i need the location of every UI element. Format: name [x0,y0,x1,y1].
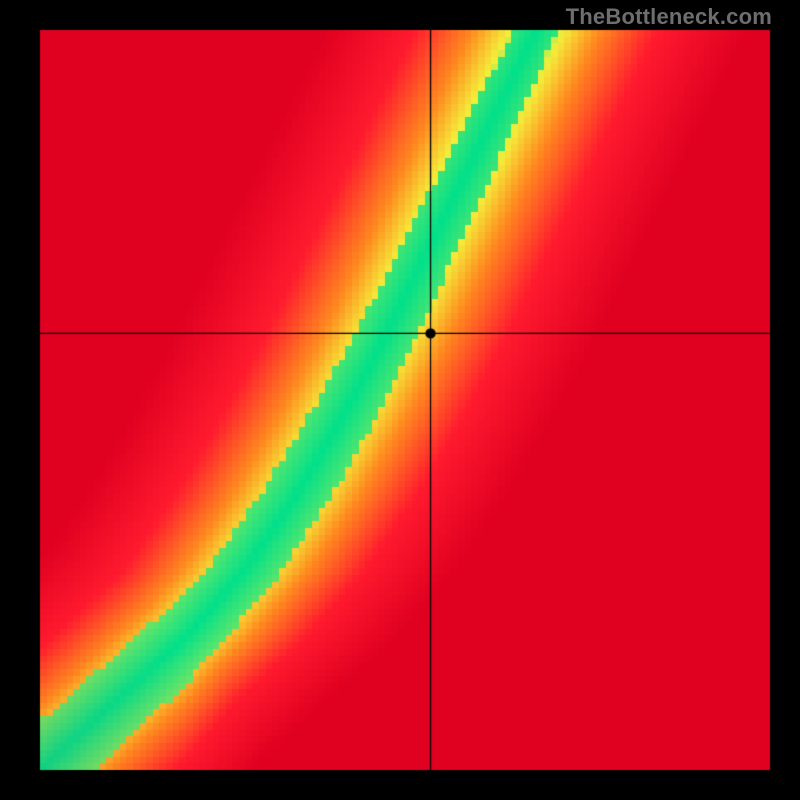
chart-container: TheBottleneck.com [0,0,800,800]
watermark-text: TheBottleneck.com [566,4,772,30]
heatmap-canvas [0,0,800,800]
